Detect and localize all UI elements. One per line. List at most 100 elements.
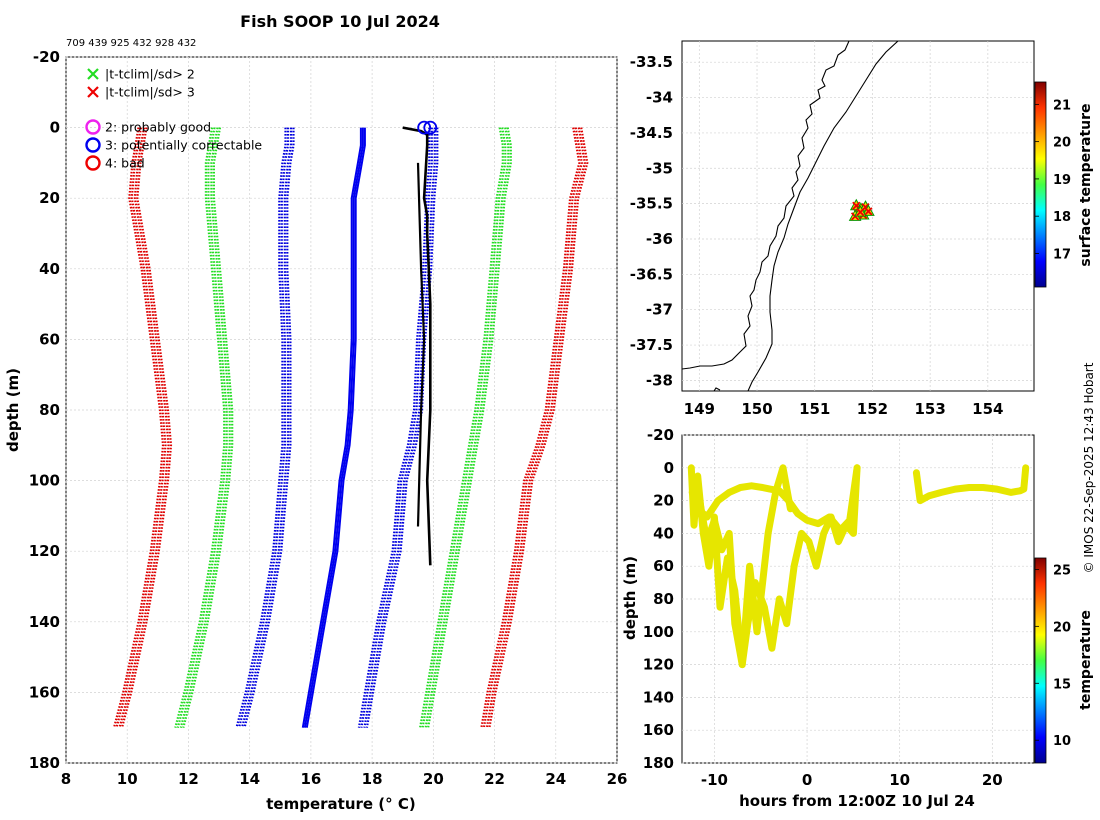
map-colorbar-tick-label: 20 — [1053, 136, 1071, 151]
time-ytick-label: 100 — [643, 623, 674, 641]
figure-subtitle: 709 439 925 432 928 432 — [66, 38, 196, 49]
map-ytick-label: -34 — [646, 89, 673, 107]
map-xtick-label: 154 — [972, 400, 1003, 418]
profile-series-line — [120, 127, 173, 728]
profile-series-line — [427, 127, 512, 728]
time-depth-track — [912, 464, 1030, 505]
legend-x-marker — [87, 68, 99, 80]
profile-series-line — [118, 127, 170, 728]
profile-xtick-label: 12 — [178, 770, 199, 788]
time-ytick-label: 160 — [643, 721, 674, 739]
time-series — [687, 464, 1030, 669]
profile-series-line — [243, 127, 295, 728]
legend-label: 3: potentially correctable — [105, 138, 262, 153]
profile-series-line — [360, 127, 433, 728]
profile-series — [112, 120, 589, 728]
profile-series-line — [305, 127, 366, 728]
profile-series-line — [235, 127, 287, 728]
map-grid — [682, 41, 1034, 391]
profile-series-line — [182, 127, 234, 728]
map-xtick-label: 151 — [799, 400, 830, 418]
profile-ytick-label: 40 — [39, 260, 60, 278]
observed-profile-line-secondary — [416, 162, 426, 527]
profile-series-line — [424, 127, 510, 728]
legend-label: |t-tclim|/sd> 2 — [105, 67, 195, 82]
profile-series-line — [421, 127, 507, 728]
time-ticks: -10 0 10 20 -20 0 20 40 60 80 100 120 140 160 180 — [643, 426, 1003, 789]
map-colorbar-tick-label: 17 — [1053, 247, 1071, 262]
time-colorbar-label: temperature — [1078, 610, 1094, 710]
profile-xtick-label: 20 — [423, 770, 444, 788]
time-ytick-label: 180 — [643, 754, 674, 772]
time-depth-panel: -10 0 10 20 -20 0 20 40 60 80 100 120 140 160 180 hour… — [621, 426, 1094, 810]
time-ytick-label: 80 — [653, 590, 674, 608]
profile-ytick-label: 160 — [29, 683, 60, 701]
profile-xtick-label: 8 — [61, 770, 71, 788]
map-xtick-label: 150 — [741, 400, 772, 418]
profile-series-line — [112, 127, 165, 728]
map-point-cross — [856, 207, 865, 217]
map-ytick-label: -36.5 — [630, 265, 673, 283]
time-ytick-label: 40 — [653, 524, 674, 542]
coastline — [682, 41, 850, 370]
profile-series-line — [179, 127, 231, 728]
profile-ytick-label: 0 — [50, 119, 60, 137]
time-colorbar-ticks: 10 15 20 25 — [1035, 563, 1071, 749]
profile-xtick-label: 18 — [362, 770, 383, 788]
map-colorbar-tick-label: 21 — [1053, 98, 1071, 113]
time-ytick-label: -20 — [647, 426, 674, 444]
profile-series-line — [419, 127, 504, 728]
figure-title: Fish SOOP 10 Jul 2024 — [240, 12, 440, 31]
legend-label: |t-tclim|/sd> 3 — [105, 85, 195, 100]
profile-ylabel: depth (m) — [4, 368, 22, 452]
map-colorbar-tick-label: 19 — [1053, 173, 1071, 188]
profile-series-line — [482, 127, 583, 728]
coastline-islet — [713, 387, 721, 391]
profile-ytick-label: 140 — [29, 613, 60, 631]
time-ytick-label: 140 — [643, 688, 674, 706]
profile-plot-area — [65, 56, 618, 764]
time-xtick-label: 20 — [982, 771, 1003, 789]
profile-series-line — [488, 127, 589, 728]
credit-text: © IMOS 22-Sep-2025 12:43 Hobart — [1082, 362, 1096, 573]
profile-xtick-label: 16 — [300, 770, 321, 788]
profile-xtick-label: 26 — [607, 770, 628, 788]
profile-series-line — [485, 127, 586, 728]
profile-ytick-label: 80 — [39, 401, 60, 419]
map-ytick-label: -37.5 — [630, 336, 673, 354]
profile-series-line — [240, 127, 293, 728]
map-ytick-label: -36 — [646, 230, 673, 248]
legend-circle-marker — [85, 137, 101, 153]
map-colorbar-label: surface temperature — [1078, 103, 1094, 266]
map-points — [848, 198, 875, 221]
profile-ytick-label: 120 — [29, 542, 60, 560]
time-xtick-label: -10 — [701, 771, 728, 789]
legend-label: 4: bad — [105, 156, 145, 171]
map-ytick-label: -37 — [646, 301, 673, 319]
profile-series-line — [176, 127, 228, 728]
profile-series-line — [237, 127, 290, 728]
profile-series-line — [363, 127, 436, 728]
time-ytick-label: 120 — [643, 656, 674, 674]
map-xtick-label: 149 — [684, 400, 715, 418]
time-ytick-label: 0 — [664, 459, 674, 477]
flag-marker — [423, 120, 438, 135]
map-panel: 149 150 151 152 153 154 -33.5 -34 -34.5 -35 -35.5 -… — [630, 40, 1094, 418]
profile-ticks: 8 10 12 14 16 18 20 22 24 26 -20 0 20 40 60 80 100 120 140… — [29, 48, 628, 788]
profile-xtick-label: 14 — [239, 770, 260, 788]
time-xtick-label: 10 — [889, 771, 910, 789]
profile-ytick-label: 100 — [29, 472, 60, 490]
time-colorbar — [1034, 557, 1047, 764]
time-colorbar-tick-label: 10 — [1053, 734, 1071, 749]
time-ytick-label: 20 — [653, 492, 674, 510]
legend-circle-marker — [85, 155, 101, 171]
map-xtick-label: 152 — [857, 400, 888, 418]
time-colorbar-tick-label: 20 — [1053, 620, 1071, 635]
legend-circle-marker — [85, 119, 101, 135]
profile-series-line — [115, 127, 167, 728]
profile-series-line — [357, 127, 431, 728]
map-point-cross — [864, 207, 873, 216]
profile-legend: |t-tclim|/sd> 2 |t-tclim|/sd> 3 2: probabl… — [85, 67, 262, 171]
map-colorbar — [1034, 81, 1047, 288]
